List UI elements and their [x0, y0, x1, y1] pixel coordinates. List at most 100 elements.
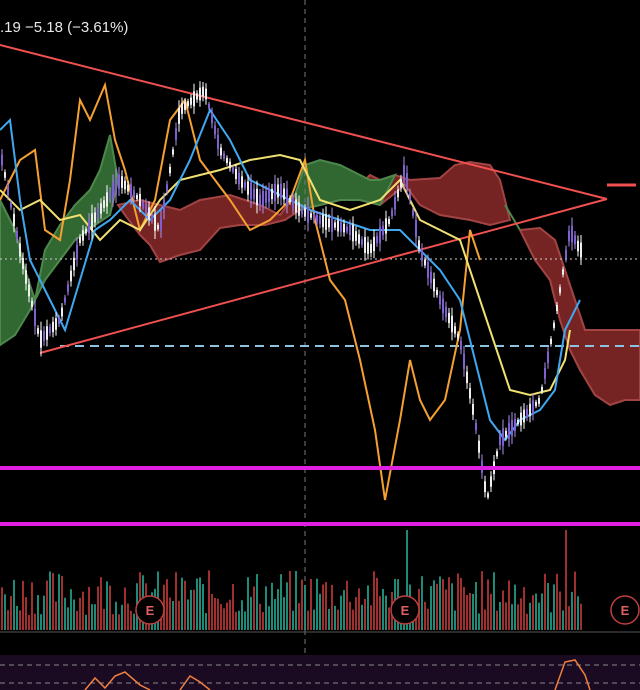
volume-bar	[424, 601, 426, 630]
candle-body	[322, 214, 324, 228]
candle-body	[211, 112, 213, 124]
candle-body	[94, 212, 96, 223]
candle-body	[283, 188, 285, 200]
candle-body	[304, 208, 306, 217]
volume-bar	[442, 579, 444, 630]
volume-bar	[70, 589, 72, 630]
volume-bar	[433, 580, 435, 630]
earnings-marker[interactable]: E	[621, 603, 630, 618]
candle-body	[55, 318, 57, 330]
volume-bar	[232, 584, 234, 630]
volume-bar	[466, 594, 468, 630]
candle-body	[445, 306, 447, 318]
candle-body	[190, 97, 192, 105]
volume-bar	[238, 610, 240, 630]
candle-body	[241, 176, 243, 188]
candle-body	[505, 430, 507, 438]
candle-body	[565, 249, 567, 259]
volume-bar	[166, 579, 168, 630]
candle-body	[199, 87, 201, 101]
candle-body	[136, 194, 138, 200]
volume-bar	[355, 597, 357, 630]
volume-bar	[52, 573, 54, 630]
candle-body	[1, 154, 3, 166]
candle-body	[475, 422, 477, 431]
candle-body	[349, 224, 351, 236]
volume-bar	[460, 577, 462, 630]
candle-body	[577, 240, 579, 252]
candle-body	[34, 308, 36, 327]
volume-bar	[487, 579, 489, 630]
volume-bar	[208, 570, 210, 630]
candle-body	[85, 228, 87, 234]
volume-bar	[310, 579, 312, 630]
candle-body	[172, 149, 174, 155]
candle-body	[52, 321, 54, 333]
candle-body	[499, 434, 501, 446]
candle-body	[163, 199, 165, 213]
candle-body	[331, 215, 333, 233]
volume-bar	[286, 582, 288, 630]
candle-body	[226, 157, 228, 164]
volume-bar	[481, 571, 483, 630]
volume-bar	[475, 581, 477, 630]
candle-body	[232, 167, 234, 172]
candle-body	[403, 164, 405, 182]
volume-bar	[124, 587, 126, 630]
candle-body	[118, 174, 120, 189]
candle-body	[145, 203, 147, 215]
earnings-marker[interactable]: E	[401, 603, 410, 618]
volume-bar	[307, 610, 309, 630]
candle-body	[496, 451, 498, 457]
candle-body	[64, 297, 66, 303]
volume-bar	[544, 573, 546, 630]
candle-body	[37, 328, 39, 334]
volume-bar	[493, 572, 495, 630]
volume-bar	[436, 583, 438, 630]
candle-body	[550, 338, 552, 344]
candle-body	[541, 386, 543, 392]
oscillator-pane	[0, 655, 640, 690]
volume-bar	[82, 591, 84, 630]
candle-body	[454, 326, 456, 334]
candle-body	[511, 420, 513, 436]
candle-body	[154, 214, 156, 231]
candle-body	[502, 428, 504, 446]
candle-body	[76, 244, 78, 260]
candle-body	[313, 213, 315, 221]
candle-body	[166, 184, 168, 192]
earnings-marker[interactable]: E	[146, 603, 155, 618]
volume-bar	[541, 593, 543, 630]
volume-bar	[241, 600, 243, 630]
candle-body	[250, 182, 252, 200]
candle-body	[526, 408, 528, 418]
candle-body	[568, 230, 570, 242]
candle-body	[58, 317, 60, 325]
candle-body	[385, 218, 387, 234]
candle-body	[13, 213, 15, 227]
candle-body	[217, 134, 219, 150]
candle-body	[10, 202, 12, 208]
volume-bar	[571, 591, 573, 630]
volume-bar	[34, 613, 36, 630]
candle-body	[121, 176, 123, 188]
candle-body	[115, 177, 117, 195]
candle-body	[79, 237, 81, 243]
volume-bar	[580, 603, 582, 630]
candle-body	[229, 161, 231, 169]
volume-bar	[280, 574, 282, 630]
candle-body	[301, 207, 303, 215]
candle-body	[409, 192, 411, 201]
volume-bar	[10, 596, 12, 630]
volume-bar	[529, 602, 531, 630]
candle-body	[535, 401, 537, 407]
volume-bar	[514, 584, 516, 630]
volume-bar	[526, 613, 528, 630]
candle-body	[133, 190, 135, 198]
volume-bar	[58, 574, 60, 630]
candle-body	[397, 189, 399, 198]
volume-bar	[259, 603, 261, 630]
candle-body	[436, 289, 438, 296]
volume-bar	[244, 611, 246, 630]
candle-body	[553, 322, 555, 328]
